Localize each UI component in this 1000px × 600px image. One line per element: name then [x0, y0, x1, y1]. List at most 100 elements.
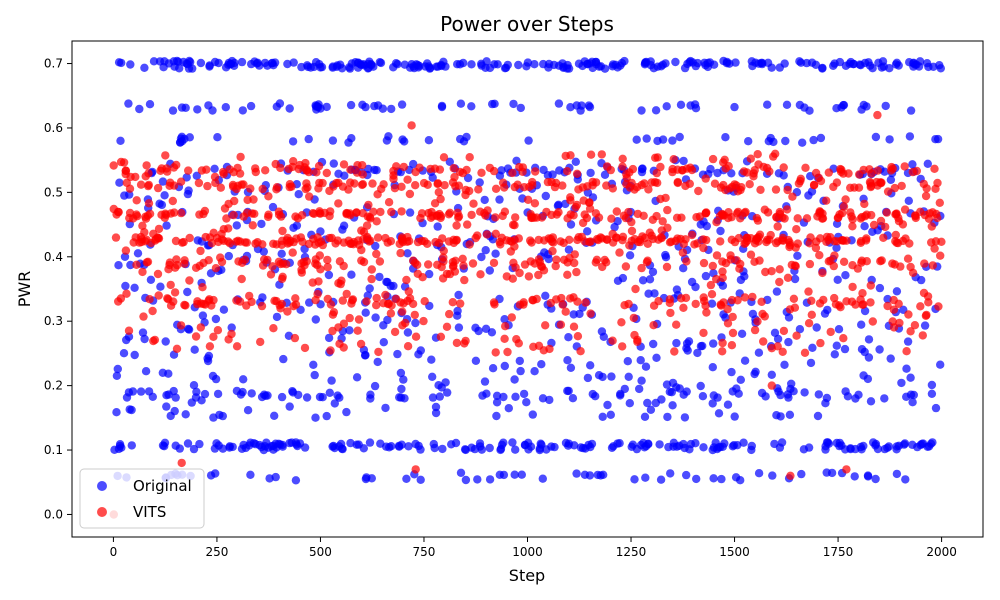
data-point — [569, 310, 578, 319]
data-point — [291, 294, 300, 303]
data-point — [657, 233, 666, 242]
data-point — [921, 311, 931, 320]
data-point — [649, 339, 658, 349]
data-point — [510, 470, 519, 479]
data-point — [338, 444, 347, 454]
data-point — [701, 174, 710, 183]
data-point — [673, 234, 682, 243]
data-point — [682, 344, 691, 353]
data-point — [454, 181, 464, 190]
data-point — [556, 320, 566, 329]
data-point — [643, 398, 652, 408]
data-point — [919, 179, 928, 189]
data-point — [880, 394, 889, 403]
data-point — [895, 318, 904, 328]
data-point — [793, 239, 802, 248]
data-point — [640, 443, 649, 452]
data-point — [737, 183, 746, 192]
data-point — [324, 270, 334, 280]
data-point — [930, 244, 939, 253]
data-point — [772, 212, 781, 222]
data-point — [264, 192, 273, 201]
y-tick-label: 0.1 — [44, 443, 63, 457]
data-point — [112, 371, 122, 380]
data-point — [924, 214, 934, 223]
data-point — [476, 270, 485, 279]
data-point — [461, 475, 471, 485]
data-point — [676, 100, 686, 110]
data-point — [848, 282, 857, 292]
data-point — [730, 237, 740, 247]
data-point — [721, 133, 730, 142]
data-point — [661, 250, 670, 260]
data-point — [169, 386, 178, 396]
data-point — [877, 178, 886, 187]
data-point — [830, 350, 839, 359]
data-point — [816, 133, 826, 143]
data-point — [361, 308, 370, 317]
data-point — [365, 284, 374, 293]
data-point — [723, 319, 733, 328]
data-point — [236, 237, 245, 246]
data-point — [691, 299, 700, 309]
data-point — [716, 300, 725, 309]
data-point — [916, 302, 925, 311]
data-point — [373, 233, 383, 242]
data-point — [778, 347, 787, 356]
data-point — [367, 274, 376, 284]
data-point — [203, 181, 212, 191]
data-point — [165, 258, 175, 267]
data-point — [903, 337, 913, 346]
data-point — [518, 167, 527, 176]
data-point — [638, 232, 647, 241]
data-point — [905, 58, 914, 67]
data-point — [251, 239, 260, 248]
data-point — [519, 298, 528, 307]
data-point — [768, 471, 777, 480]
data-point — [700, 58, 709, 67]
data-point — [735, 264, 744, 273]
data-point — [936, 360, 945, 369]
data-point — [554, 61, 564, 70]
data-point — [865, 61, 875, 70]
data-point — [897, 378, 906, 388]
data-point — [325, 211, 334, 221]
data-point — [387, 104, 396, 114]
data-point — [227, 329, 236, 339]
data-point — [467, 210, 476, 220]
data-point — [294, 390, 303, 400]
data-point — [181, 410, 190, 419]
data-point — [773, 222, 782, 231]
data-point — [209, 413, 218, 422]
data-point — [268, 262, 277, 271]
data-point — [841, 195, 850, 204]
data-point — [802, 58, 811, 68]
data-point — [746, 154, 755, 163]
data-point — [544, 63, 553, 72]
data-point — [534, 270, 543, 280]
data-point — [740, 293, 750, 302]
data-point — [509, 99, 518, 109]
data-point — [613, 439, 622, 448]
data-point — [148, 392, 157, 401]
data-point — [396, 298, 405, 307]
data-point — [504, 404, 513, 413]
data-point — [662, 380, 672, 389]
data-point — [146, 275, 156, 284]
data-point — [158, 177, 168, 186]
data-point — [657, 62, 666, 71]
data-point — [289, 58, 298, 67]
data-point — [170, 288, 180, 297]
data-point — [430, 199, 440, 208]
data-point — [465, 153, 474, 162]
data-point — [546, 234, 555, 244]
data-point — [326, 300, 336, 309]
data-point — [445, 309, 454, 319]
data-point — [649, 301, 659, 310]
data-point — [336, 279, 345, 289]
x-tick-label: 250 — [205, 545, 228, 559]
data-point — [180, 259, 189, 268]
data-point — [411, 332, 421, 341]
data-point — [656, 194, 665, 204]
data-point — [892, 287, 902, 296]
